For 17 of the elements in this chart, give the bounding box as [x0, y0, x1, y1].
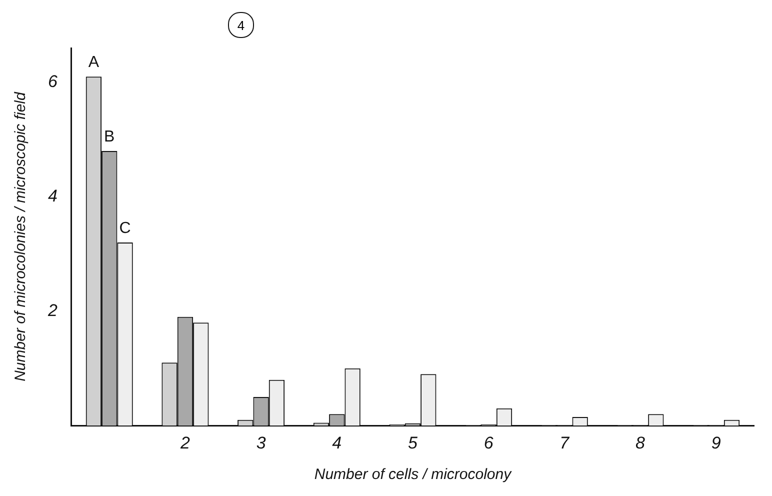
x-tick-label: 8	[636, 434, 646, 453]
x-axis-title: Number of cells / microcolony	[314, 466, 513, 484]
x-tick-label: 2	[179, 434, 190, 453]
circled-label: 4	[228, 12, 254, 38]
x-tick-label: 3	[256, 434, 266, 453]
y-tick-label: 4	[48, 186, 58, 206]
x-tick-label: 9	[711, 434, 722, 453]
x-tick-label: 5	[408, 434, 418, 453]
x-tick-label: 7	[560, 434, 570, 453]
x-tick-label: 6	[484, 434, 494, 453]
y-axis-title: Number of microcolonies / microscopic field	[12, 92, 30, 382]
series-label: A	[88, 54, 100, 72]
series-label: C	[119, 220, 131, 237]
x-tick-label: 4	[332, 434, 342, 453]
series-label: B	[104, 128, 115, 146]
y-tick-label: 6	[48, 72, 58, 92]
y-tick-label: 2	[46, 300, 58, 320]
